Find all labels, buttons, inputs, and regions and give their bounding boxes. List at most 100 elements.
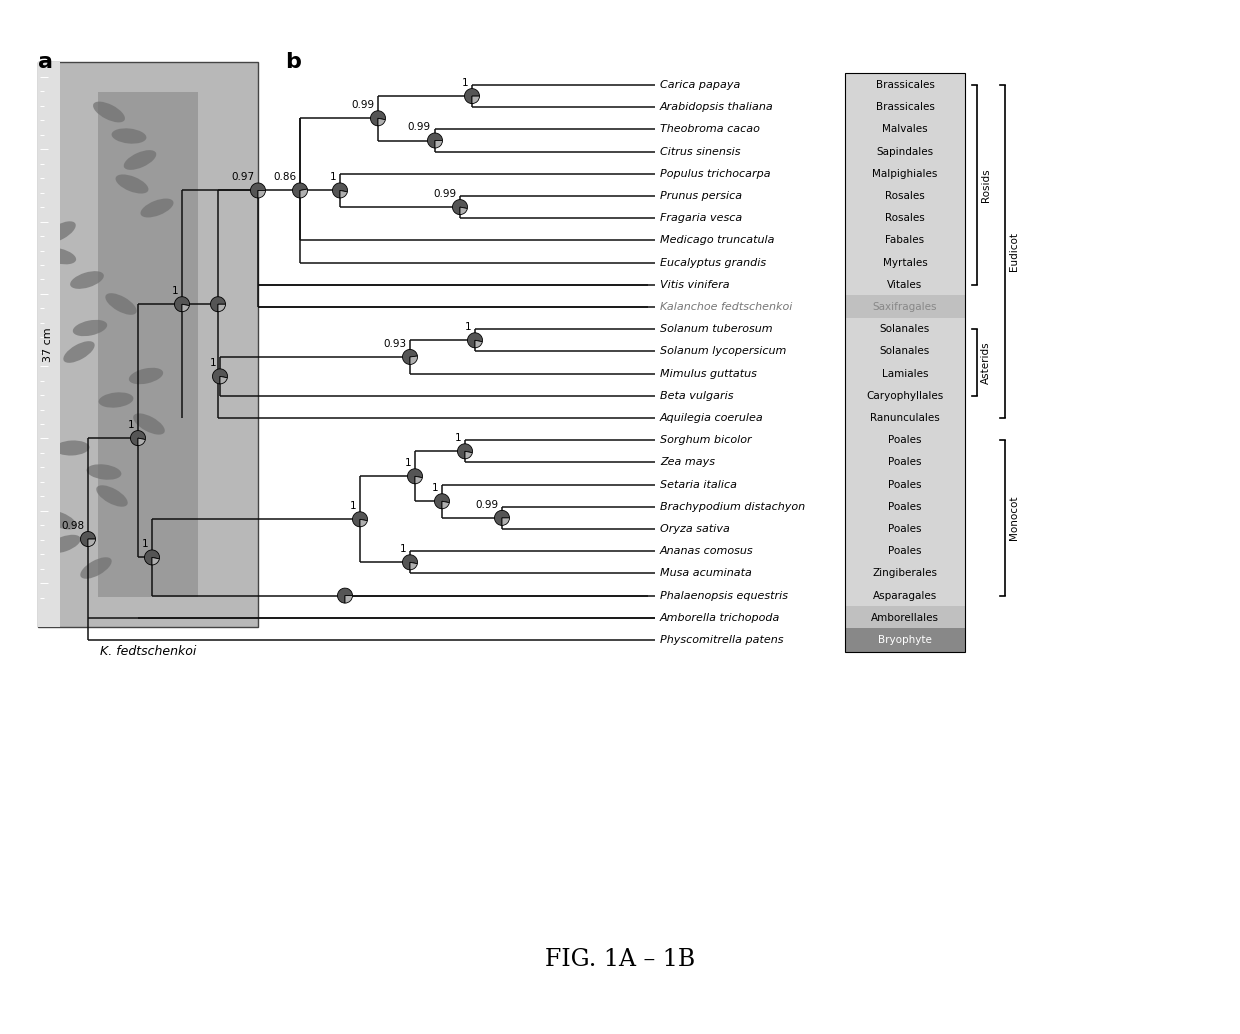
Text: Rosids: Rosids: [981, 169, 991, 202]
Text: Fabales: Fabales: [885, 236, 925, 245]
Ellipse shape: [81, 557, 112, 579]
Bar: [844, 207, 965, 230]
Text: Eucalyptus grandis: Eucalyptus grandis: [660, 257, 766, 268]
Bar: [844, 229, 965, 252]
Ellipse shape: [42, 248, 76, 265]
Wedge shape: [212, 369, 227, 384]
Text: 37 cm: 37 cm: [43, 327, 53, 362]
Wedge shape: [371, 111, 386, 126]
Ellipse shape: [45, 221, 76, 243]
Bar: [844, 118, 965, 141]
Bar: [844, 140, 965, 163]
Wedge shape: [300, 189, 308, 197]
Text: Saxifragales: Saxifragales: [873, 302, 937, 312]
Bar: [844, 73, 965, 651]
Ellipse shape: [47, 535, 81, 553]
Ellipse shape: [97, 485, 128, 507]
Text: 1: 1: [330, 173, 336, 182]
Text: Vitales: Vitales: [888, 280, 923, 290]
Text: 1: 1: [171, 286, 179, 296]
Bar: [844, 273, 965, 297]
Bar: [844, 473, 965, 496]
Bar: [844, 184, 965, 208]
Wedge shape: [434, 494, 449, 509]
Text: Medicago truncatula: Medicago truncatula: [660, 236, 775, 245]
Wedge shape: [502, 518, 510, 525]
Text: Solanales: Solanales: [880, 346, 930, 357]
Wedge shape: [441, 501, 449, 509]
Wedge shape: [340, 190, 347, 197]
Text: Fragaria vesca: Fragaria vesca: [660, 213, 743, 223]
Text: Solanales: Solanales: [880, 325, 930, 334]
Text: Oryza sativa: Oryza sativa: [660, 524, 730, 534]
Text: Rosales: Rosales: [885, 213, 925, 223]
Text: Sapindales: Sapindales: [877, 147, 934, 156]
Ellipse shape: [87, 464, 122, 480]
Ellipse shape: [71, 271, 104, 288]
Text: Malvales: Malvales: [882, 124, 928, 134]
Text: Mimulus guttatus: Mimulus guttatus: [660, 368, 756, 378]
Text: Myrtales: Myrtales: [883, 257, 928, 268]
Text: 0.86: 0.86: [273, 173, 296, 182]
Bar: [844, 95, 965, 119]
Wedge shape: [211, 297, 226, 311]
Text: Setaria italica: Setaria italica: [660, 480, 737, 490]
Text: 0.99: 0.99: [408, 122, 432, 132]
Wedge shape: [182, 304, 190, 311]
Text: Amborella trichopoda: Amborella trichopoda: [660, 613, 780, 622]
Ellipse shape: [105, 294, 136, 314]
Bar: [844, 584, 965, 607]
Wedge shape: [352, 512, 367, 526]
Ellipse shape: [63, 341, 94, 363]
Wedge shape: [378, 118, 386, 126]
Text: K. fedtschenkoi: K. fedtschenkoi: [99, 645, 196, 658]
Text: Ananas comosus: Ananas comosus: [660, 546, 754, 556]
Bar: [844, 540, 965, 562]
Wedge shape: [332, 183, 347, 197]
Bar: [844, 251, 965, 274]
Wedge shape: [88, 539, 95, 547]
Text: Rosales: Rosales: [885, 191, 925, 201]
Bar: [844, 385, 965, 407]
Text: Prunus persica: Prunus persica: [660, 191, 742, 201]
Text: 1: 1: [210, 359, 216, 368]
Wedge shape: [250, 183, 265, 197]
Text: Caryophyllales: Caryophyllales: [867, 391, 944, 401]
Text: 1: 1: [404, 458, 410, 468]
Text: Poales: Poales: [888, 546, 921, 556]
Wedge shape: [145, 550, 160, 565]
Text: Bryophyte: Bryophyte: [878, 635, 932, 645]
Ellipse shape: [124, 150, 156, 170]
Wedge shape: [138, 438, 145, 446]
Wedge shape: [453, 200, 467, 215]
Text: Beta vulgaris: Beta vulgaris: [660, 391, 734, 401]
Wedge shape: [218, 304, 226, 311]
Text: Solanum tuberosum: Solanum tuberosum: [660, 325, 773, 334]
Text: Arabidopsis thaliana: Arabidopsis thaliana: [660, 102, 774, 113]
Text: Carica papaya: Carica papaya: [660, 80, 740, 90]
Wedge shape: [435, 141, 443, 148]
Wedge shape: [81, 531, 95, 547]
Text: Zingiberales: Zingiberales: [873, 569, 937, 578]
Text: Zea mays: Zea mays: [660, 457, 715, 467]
Text: Poales: Poales: [888, 524, 921, 534]
Text: Asparagales: Asparagales: [873, 590, 937, 601]
Bar: [844, 561, 965, 585]
Wedge shape: [175, 297, 190, 311]
Wedge shape: [408, 468, 423, 484]
Bar: [844, 362, 965, 386]
Ellipse shape: [98, 392, 134, 407]
Text: Brassicales: Brassicales: [875, 102, 935, 113]
Text: Populus trichocarpa: Populus trichocarpa: [660, 169, 770, 179]
Bar: [844, 406, 965, 429]
Text: Phalaenopsis equestris: Phalaenopsis equestris: [660, 590, 787, 601]
Wedge shape: [475, 340, 482, 347]
Wedge shape: [403, 555, 418, 570]
Text: Poales: Poales: [888, 435, 921, 446]
Bar: [38, 62, 60, 627]
Ellipse shape: [112, 128, 146, 144]
Text: Kalanchoe fedtschenkoi: Kalanchoe fedtschenkoi: [660, 302, 792, 312]
Text: a: a: [38, 52, 53, 72]
Bar: [98, 92, 198, 597]
Text: 1: 1: [141, 540, 148, 549]
